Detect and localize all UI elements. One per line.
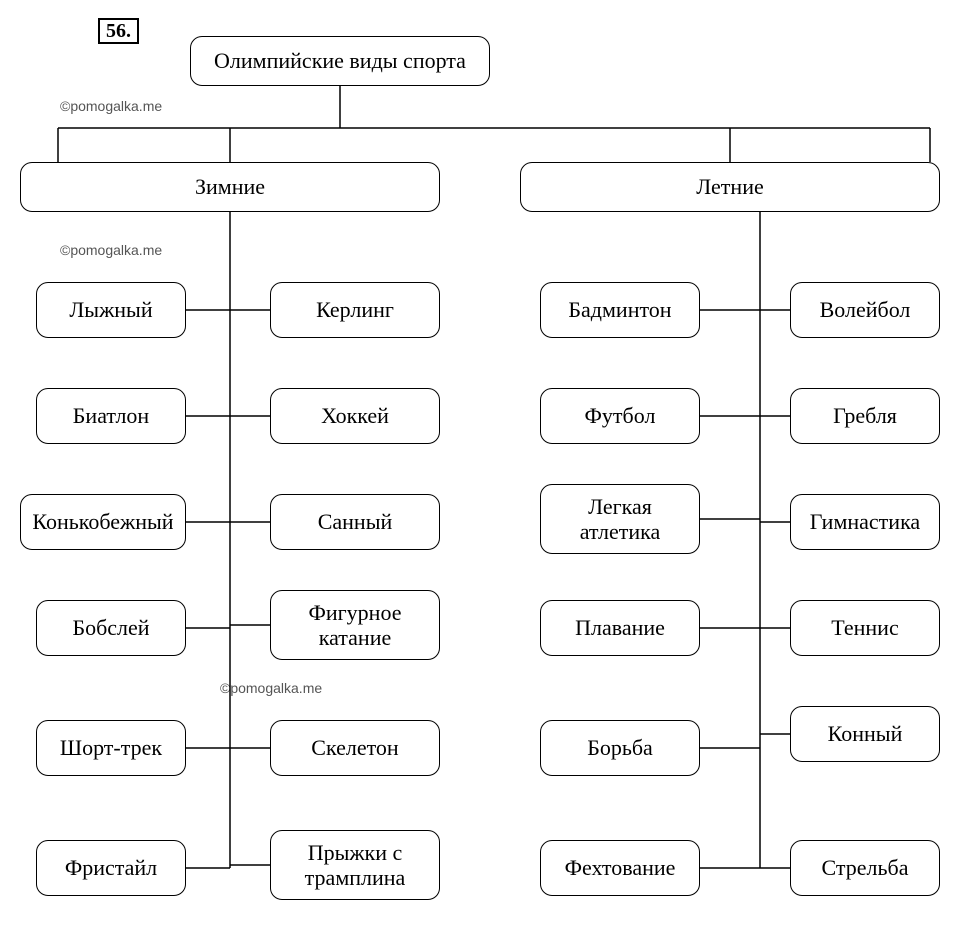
connector-lines: [0, 0, 960, 952]
node-w-l4: Шорт-трек: [36, 720, 186, 776]
node-s-l5: Фехтование: [540, 840, 700, 896]
node-s-l4: Борьба: [540, 720, 700, 776]
node-w-l2: Конькобежный: [20, 494, 186, 550]
node-w-r4: Скелетон: [270, 720, 440, 776]
node-s-r1: Гребля: [790, 388, 940, 444]
node-s-r5: Стрельба: [790, 840, 940, 896]
node-w-r3: Фигурное катание: [270, 590, 440, 660]
node-root: Олимпийские виды спорта: [190, 36, 490, 86]
watermark-3: ©pomogalka.me: [220, 680, 322, 696]
task-number: 56.: [98, 18, 139, 44]
node-winter: Зимние: [20, 162, 440, 212]
node-s-r0: Волейбол: [790, 282, 940, 338]
node-w-r0: Керлинг: [270, 282, 440, 338]
node-w-r2: Санный: [270, 494, 440, 550]
node-s-r2: Гимнастика: [790, 494, 940, 550]
node-w-l1: Биатлон: [36, 388, 186, 444]
node-s-l2: Легкая атлетика: [540, 484, 700, 554]
node-s-l1: Футбол: [540, 388, 700, 444]
node-s-l0: Бадминтон: [540, 282, 700, 338]
node-w-r1: Хоккей: [270, 388, 440, 444]
diagram-canvas: 56. ©pomogalka.me ©pomogalka.me ©pomogal…: [0, 0, 960, 952]
node-s-r3: Теннис: [790, 600, 940, 656]
watermark-1: ©pomogalka.me: [60, 98, 162, 114]
node-summer: Летние: [520, 162, 940, 212]
watermark-2: ©pomogalka.me: [60, 242, 162, 258]
node-s-r4: Конный: [790, 706, 940, 762]
node-w-l3: Бобслей: [36, 600, 186, 656]
node-w-l5: Фристайл: [36, 840, 186, 896]
node-w-r5: Прыжки с трамплина: [270, 830, 440, 900]
node-w-l0: Лыжный: [36, 282, 186, 338]
node-s-l3: Плавание: [540, 600, 700, 656]
